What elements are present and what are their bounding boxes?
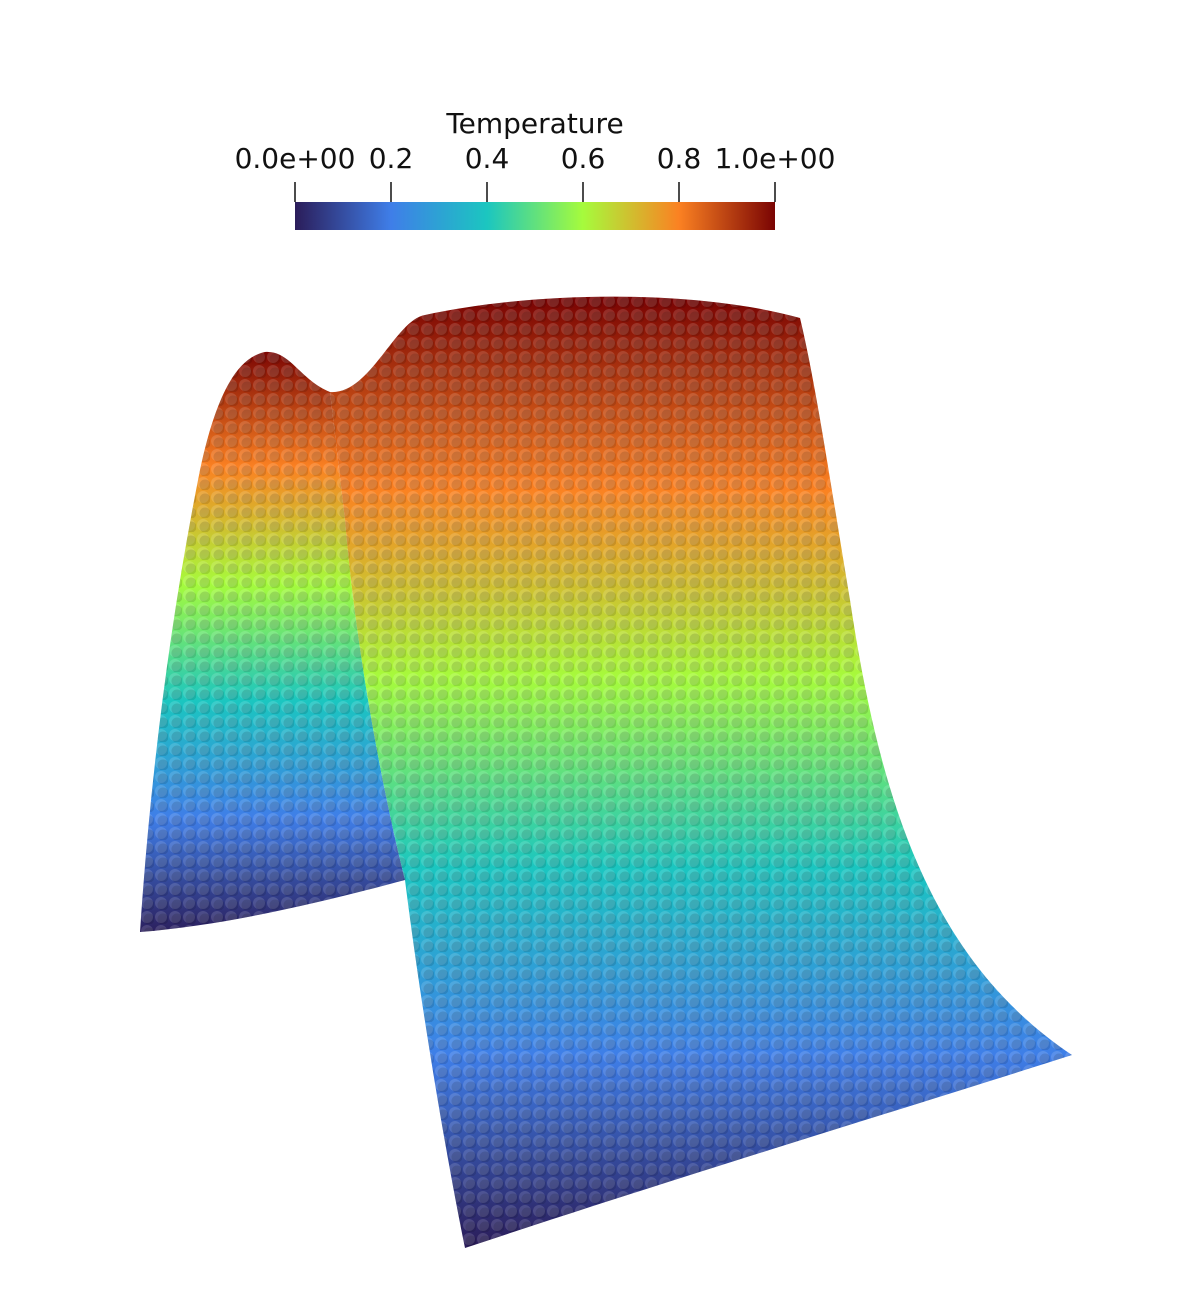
tick-label: 0.8 bbox=[657, 142, 702, 175]
legend-title: Temperature bbox=[445, 107, 623, 140]
tick-label: 0.4 bbox=[465, 142, 510, 175]
tick-label: 0.2 bbox=[369, 142, 414, 175]
color-scale bbox=[295, 202, 775, 230]
tick-label: 1.0e+00 bbox=[715, 142, 836, 175]
particle-surface bbox=[140, 296, 1072, 1248]
tick-label: 0.0e+00 bbox=[235, 142, 356, 175]
tick-label: 0.6 bbox=[561, 142, 606, 175]
particle-texture bbox=[140, 296, 1072, 1248]
color-legend: Temperature 0.0e+00 0.2 0.4 0.6 0.8 1.0e+00 bbox=[235, 107, 836, 230]
